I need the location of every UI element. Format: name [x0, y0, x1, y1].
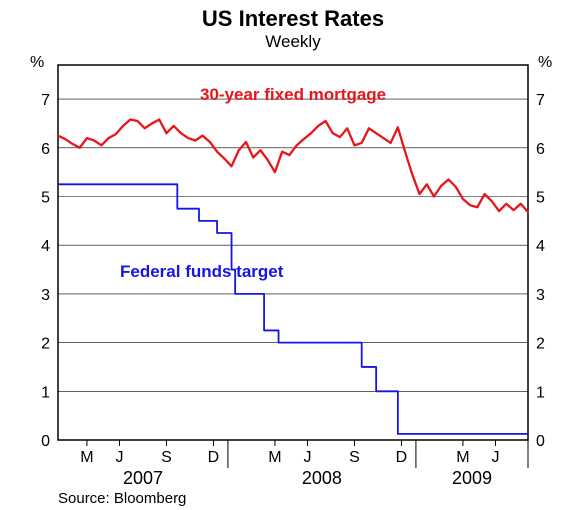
svg-text:6: 6 — [536, 141, 545, 158]
svg-text:D: D — [208, 449, 220, 466]
series-label-fedfunds: Federal funds target — [120, 262, 283, 282]
svg-text:S: S — [161, 449, 172, 466]
chart-container: US Interest Rates Weekly 001122334455667… — [0, 0, 586, 510]
chart-svg: 0011223344556677%%MJSDMJSDMJ200720082009 — [0, 0, 586, 510]
svg-text:7: 7 — [41, 92, 50, 109]
svg-text:2: 2 — [536, 336, 545, 353]
svg-text:3: 3 — [41, 287, 50, 304]
svg-text:%: % — [30, 54, 44, 71]
svg-text:5: 5 — [41, 189, 50, 206]
series-label-mortgage: 30-year fixed mortgage — [200, 85, 386, 105]
svg-text:0: 0 — [41, 433, 50, 450]
svg-text:1: 1 — [41, 384, 50, 401]
svg-text:M: M — [80, 449, 93, 466]
svg-text:S: S — [349, 449, 360, 466]
svg-text:%: % — [538, 54, 552, 71]
svg-text:4: 4 — [536, 238, 545, 255]
svg-text:6: 6 — [41, 141, 50, 158]
svg-text:M: M — [456, 449, 469, 466]
svg-text:0: 0 — [536, 433, 545, 450]
svg-text:2007: 2007 — [123, 468, 163, 488]
svg-text:5: 5 — [536, 189, 545, 206]
svg-text:J: J — [115, 449, 123, 466]
svg-text:4: 4 — [41, 238, 50, 255]
svg-text:1: 1 — [536, 384, 545, 401]
svg-text:3: 3 — [536, 287, 545, 304]
svg-text:2008: 2008 — [302, 468, 342, 488]
svg-text:J: J — [303, 449, 311, 466]
svg-text:2: 2 — [41, 336, 50, 353]
svg-text:J: J — [491, 449, 499, 466]
svg-text:D: D — [396, 449, 408, 466]
svg-text:M: M — [268, 449, 281, 466]
svg-text:7: 7 — [536, 92, 545, 109]
svg-text:2009: 2009 — [452, 468, 492, 488]
source-text: Source: Bloomberg — [58, 490, 186, 507]
